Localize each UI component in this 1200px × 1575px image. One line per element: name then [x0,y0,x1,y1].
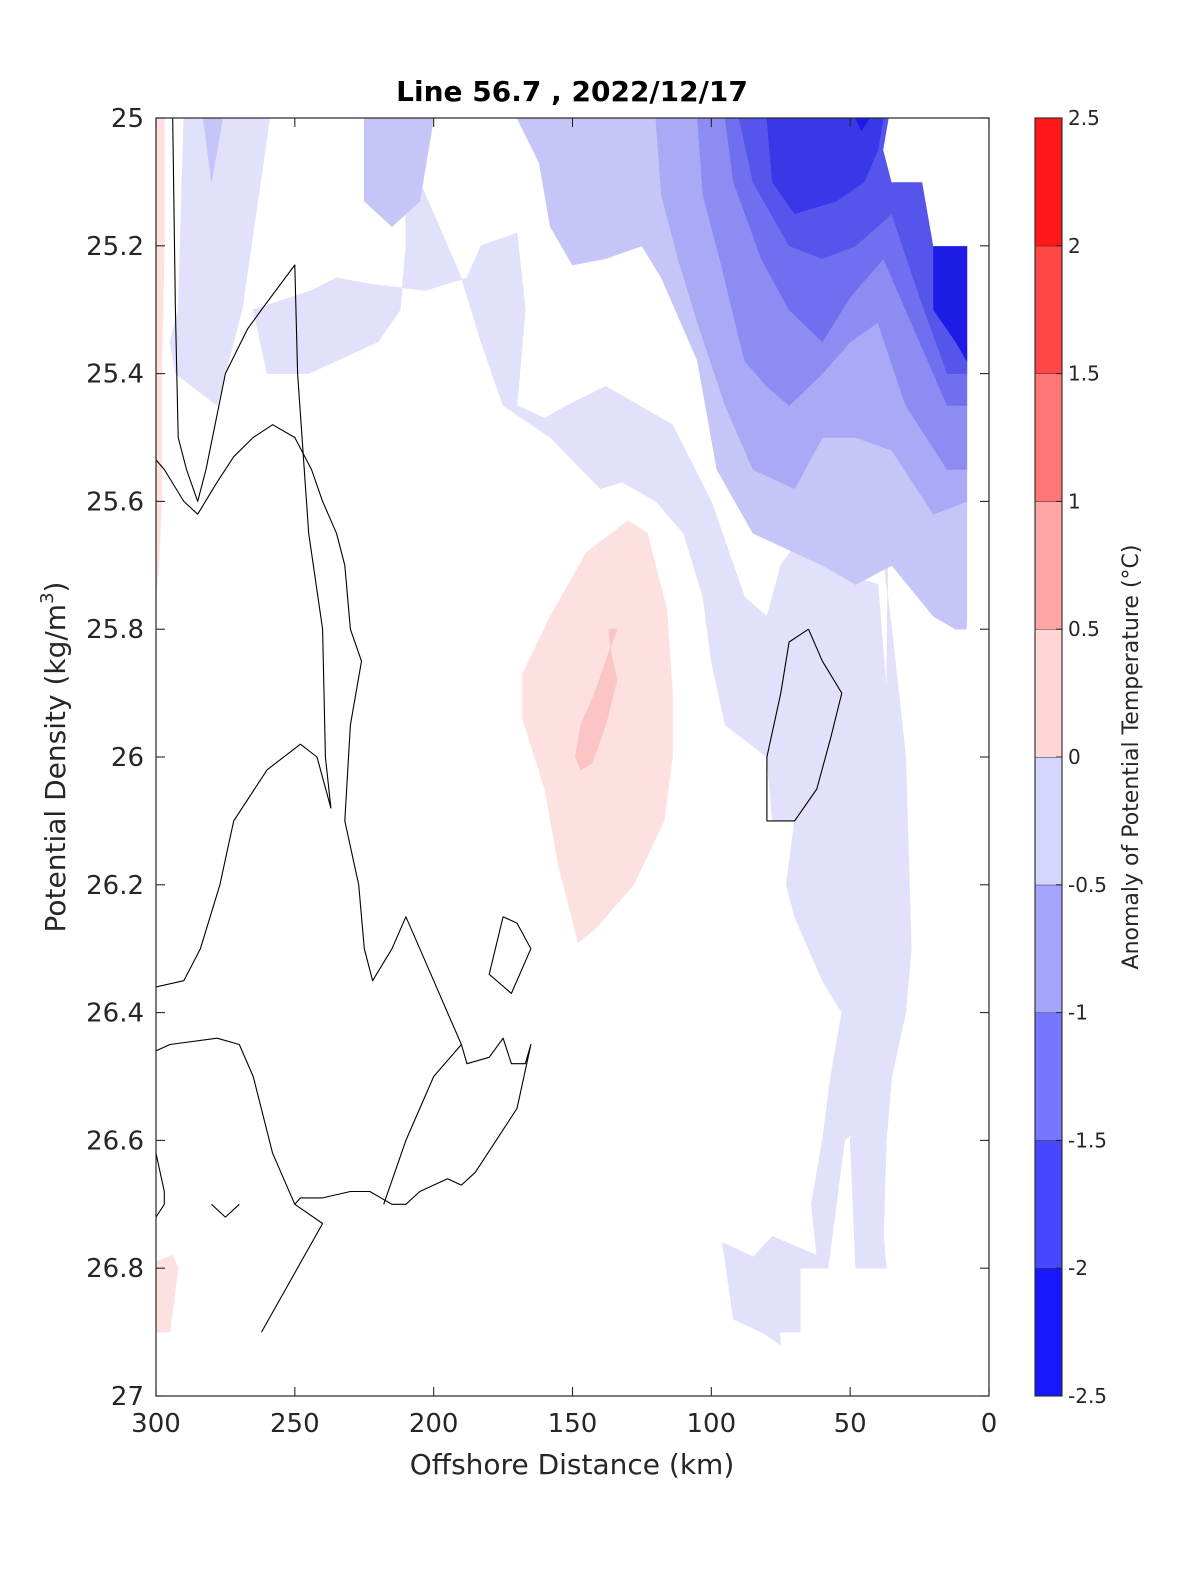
contour-fill-region-3 [574,628,618,771]
colorbar-tick-label: 1.5 [1068,362,1100,386]
contour-fill-region-5 [722,1242,782,1346]
x-tick-label: 150 [548,1409,598,1439]
colorbar-bin [1035,884,1062,1013]
contour-fill-region-1 [156,1255,179,1333]
y-tick-label: 25.6 [86,487,144,517]
colorbar-title: Anomaly of Potential Temperature (°C) [1119,545,1144,970]
chart-title: Line 56.7 , 2022/12/17 [396,75,748,108]
y-tick-label: 27 [111,1382,144,1412]
y-tick-label: 26.8 [86,1254,144,1284]
x-tick-label: 50 [834,1409,867,1439]
colorbar-tick-label: -2.5 [1068,1384,1107,1408]
y-axis-title: Potential Density (kg/m3) [37,582,72,933]
colorbar-bin [1035,1268,1062,1396]
colorbar-bin [1035,757,1062,885]
y-tick-label: 26.6 [86,1126,144,1156]
colorbar-bin [1035,245,1062,374]
colorbar-tick-label: 1 [1068,489,1081,513]
contour-line-layer [156,118,843,1333]
x-axis-title: Offshore Distance (km) [410,1448,735,1481]
colorbar-tick-label: 2.5 [1068,106,1100,130]
contour-fill-region-16 [855,118,870,132]
colorbar-bin [1035,501,1062,630]
zero-contour-line-6 [488,916,532,994]
y-tick-label: 25.8 [86,615,144,645]
y-tick-label: 25.2 [86,232,144,262]
y-axis-title-superscript: 3 [37,592,58,603]
colorbar-tick-label: -0.5 [1068,873,1107,897]
colorbar-tick-label: 2 [1068,234,1081,258]
colorbar-tick-label: -1.5 [1068,1128,1107,1152]
x-tick-label: 300 [131,1409,181,1439]
x-tick-label: 250 [270,1409,320,1439]
contour-fill-region-8 [363,118,435,228]
contour-fill-region-14 [766,118,884,215]
zero-contour-line-5 [156,1153,165,1218]
y-axis-title-main: Potential Density (kg/m [39,604,72,933]
y-axis: 25 25.2 25.4 25.6 25.8 26 26.2 26.4 26.6 26.8 27 [86,104,989,1412]
colorbar-tick-label: 0.5 [1068,617,1100,641]
x-tick-label: 100 [687,1409,737,1439]
contour-fill-layer [156,118,989,1396]
no-data-mask-1 [966,501,989,1396]
colorbar-bin [1035,1140,1062,1269]
colorbar-tick-label: 0 [1068,745,1081,769]
contour-fill-region-6 [849,118,912,1269]
zero-contour-line-7 [766,628,843,822]
x-tick-label: 0 [981,1409,998,1439]
colorbar: 2.5 2 1.5 1 0.5 0 -0.5 -1 -1.5 -2 -2.5 [1034,106,1107,1408]
zero-contour-line-1 [156,1037,324,1333]
zero-contour-line-2 [156,424,532,1205]
zero-contour-line-4 [211,1203,240,1218]
y-tick-label: 26.4 [86,999,144,1029]
y-tick-label: 26.2 [86,871,144,901]
y-tick-label: 25 [111,104,144,134]
y-tick-label: 26 [111,743,144,773]
colorbar-bin [1035,629,1062,757]
colorbar-bin [1035,118,1062,246]
colorbar-bin [1035,1012,1062,1141]
x-axis: 300 250 200 150 100 50 0 [131,118,997,1439]
no-data-mask-0 [883,118,989,247]
contour-fill-region-7 [202,118,223,182]
colorbar-tick-label: -1 [1068,1001,1088,1025]
colorbar-bin [1035,373,1062,502]
x-tick-label: 200 [409,1409,459,1439]
zero-contour-line-0 [156,118,332,988]
zero-contour-line-3 [383,1044,462,1205]
y-axis-title-end: ) [39,582,72,593]
y-tick-label: 25.4 [86,360,144,390]
colorbar-tick-label: -2 [1068,1256,1088,1280]
